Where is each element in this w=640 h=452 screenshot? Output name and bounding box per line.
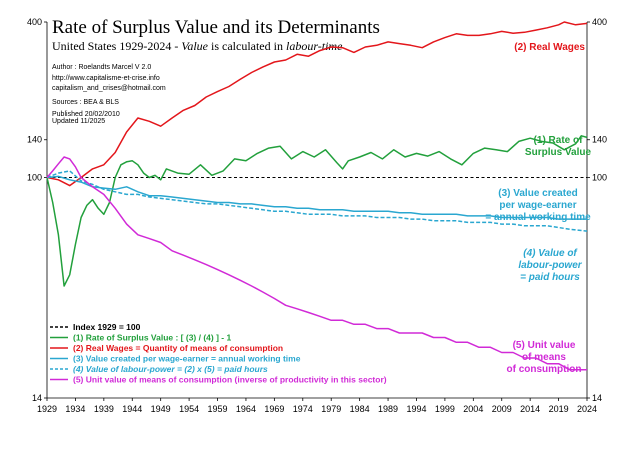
legend-label: Index 1929 = 100 [73,322,141,332]
legend-label: (2) Real Wages = Quantity of means of co… [73,343,283,353]
chart-title: Rate of Surplus Value and its Determinan… [52,17,380,38]
x-tick-label: 1949 [151,404,171,414]
subtitle-italic-value: Value [181,39,208,53]
x-tick-label: 2019 [549,404,569,414]
x-tick-label: 1944 [122,404,142,414]
y-tick-label: 100 [27,172,42,182]
annotation-line: per wage-earner [499,200,576,211]
annotation-rate-surplus: (1) Rate of Surplus Value [525,135,592,158]
email-text: capitalism_and_crises@hotmail.com [52,85,166,92]
x-tick-label: 1964 [236,404,256,414]
x-tick-label: 1989 [378,404,398,414]
series-line-unit-value [46,156,587,371]
author-text: Author : Roelandts Marcel V 2.0 [52,64,151,71]
subtitle-italic-labour: labour-time [286,39,343,53]
published-text: Published 20/02/2010 [52,111,120,118]
series-line-value-created [46,175,587,220]
annotation-line: = paid hours [520,272,580,283]
x-tick-label: 1999 [435,404,455,414]
annotation-line: (2) Real Wages [514,42,585,53]
x-tick-label: 1969 [264,404,284,414]
subtitle-prefix: United States 1929-2024 - [52,39,181,53]
legend-label: (1) Rate of Surplus Value : [ (3) / (4) … [73,333,231,343]
x-tick-label: 1929 [37,404,57,414]
x-tick-label: 1994 [406,404,426,414]
x-tick-label: 1984 [350,404,370,414]
annotation-line: (3) Value created [498,188,577,199]
x-tick-label: 2014 [520,404,540,414]
annotation-line: of means [522,352,566,363]
chart-subtitle: United States 1929-2024 - Value is calcu… [52,39,343,53]
subtitle-mid: is calculated in [208,39,286,53]
annotation-unit-value: (5) Unit value of means of consumption [507,340,582,375]
url-text: http://www.capitalisme-et-crise.info [52,75,160,82]
annotation-value-labour-power: (4) Value of labour-power = paid hours [518,248,582,283]
annotation-line: Surplus Value [525,147,592,158]
legend-label: (3) Value created per wage-earner = annu… [73,354,301,364]
annotation-line: labour-power [518,260,582,271]
y-tick-label: 140 [27,135,42,145]
annotation-value-created: (3) Value created per wage-earner = annual… [485,188,591,223]
y-tick-label-right: 140 [592,135,607,145]
series-line-real-wages [46,21,588,187]
x-tick-label: 2004 [463,404,483,414]
y-tick-label: 400 [27,17,42,27]
legend-label: (5) Unit value of means of consumption (… [73,375,387,385]
x-tick-label: 1979 [321,404,341,414]
x-tick-label: 1954 [179,404,199,414]
sources-text: Sources : BEA & BLS [52,99,119,106]
annotations-group: (2) Real Wages (1) Rate of Surplus Value (3… [485,42,591,375]
x-tick-label: 2009 [492,404,512,414]
annotation-line: = annual working time [485,212,591,223]
updated-text: Updated 11/2025 [52,118,105,125]
annotation-line: of consumption [507,364,582,375]
series-line-rate-surplus [46,135,588,287]
x-tick-label: 1939 [94,404,114,414]
y-tick-label: 14 [32,393,42,403]
legend-label: (4) Value of labour-power = (2) x (5) = … [73,364,268,374]
x-tick-label: 1974 [293,404,313,414]
y-tick-label-right: 14 [592,393,602,403]
legend: Index 1929 = 100(1) Rate of Surplus Valu… [50,322,387,385]
annotation-real-wages: (2) Real Wages [514,42,585,53]
y-tick-label-right: 100 [592,172,607,182]
series-group [46,21,588,371]
x-tick-label: 1934 [65,404,85,414]
x-tick-label: 1959 [208,404,228,414]
annotation-line: (1) Rate of [534,135,584,146]
y-tick-label-right: 400 [592,17,607,27]
annotation-line: (5) Unit value [513,340,576,351]
annotation-line: (4) Value of [523,248,578,259]
x-tick-label: 2024 [577,404,597,414]
